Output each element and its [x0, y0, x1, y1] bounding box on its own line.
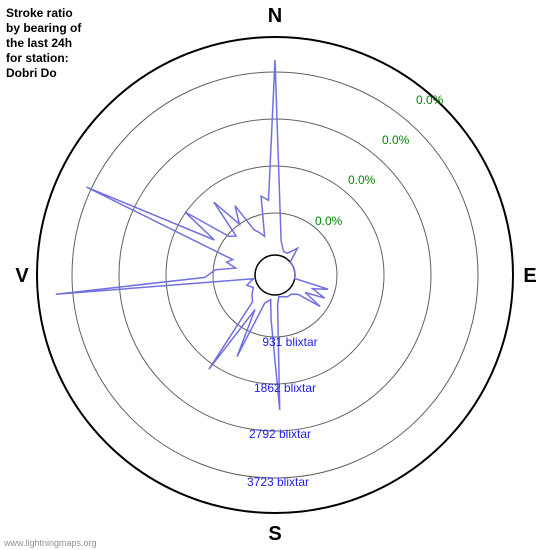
credit-text: www.lightningmaps.org [4, 538, 97, 548]
cardinal-label: N [268, 5, 282, 27]
inner-circle [255, 255, 295, 295]
cardinal-label: S [268, 523, 281, 545]
cardinal-label: V [15, 265, 29, 287]
ring-label: 2792 blixtar [249, 427, 311, 441]
cardinal-label: E [523, 265, 536, 287]
pct-label: 0.0% [416, 93, 444, 107]
rose-polyline [56, 60, 328, 410]
pct-label: 0.0% [382, 133, 410, 147]
pct-label: 0.0% [315, 214, 343, 228]
polar-chart: N E S V 931 blixtar 1862 blixtar 2792 blixtar… [0, 0, 550, 550]
pct-label: 0.0% [348, 173, 376, 187]
ring-label: 1862 blixtar [254, 381, 316, 395]
ring-label: 3723 blixtar [247, 475, 309, 489]
ring-label: 931 blixtar [262, 335, 317, 349]
